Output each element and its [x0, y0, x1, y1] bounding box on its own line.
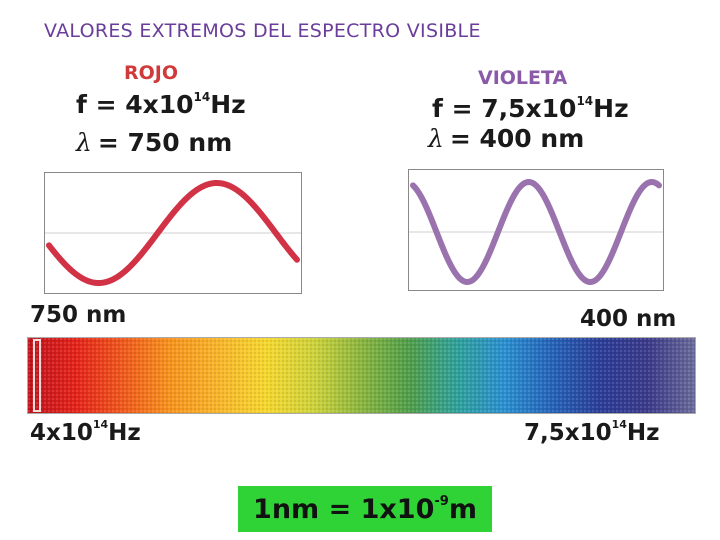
red-wave-panel [44, 172, 302, 294]
visible-spectrum-bar [27, 337, 696, 414]
red-wave-graphic [45, 179, 301, 287]
red-label: ROJO [124, 62, 179, 84]
nanometer-conversion-box: 1nm = 1x10-9m [238, 486, 492, 532]
nanometer-conversion: 1nm = 1x10-9m [253, 494, 477, 525]
red-frequency: f = 4x1014Hz [76, 90, 246, 119]
violet-frequency-prefix: f = 7,5x10 [432, 94, 577, 123]
right-frequency-prefix: 7,5x10 [524, 420, 612, 446]
page-title: VALORES EXTREMOS DEL ESPECTRO VISIBLE [44, 20, 481, 42]
violet-wave [410, 178, 662, 286]
lambda-symbol: λ [428, 124, 444, 153]
spectrum-left-wavelength: 750 nm [30, 302, 127, 328]
violet-wave-panel [408, 169, 664, 291]
left-frequency-prefix: 4x10 [30, 420, 93, 446]
violet-wavelength-value: = 400 nm [449, 124, 585, 153]
conversion-unit: m [448, 493, 477, 525]
red-frequency-prefix: f = 4x10 [76, 90, 194, 119]
red-frequency-unit: Hz [210, 90, 246, 119]
violet-label: VIOLETA [478, 67, 568, 89]
red-wavelength-value: = 750 nm [97, 128, 233, 157]
conversion-prefix: 1nm = 1x10 [253, 493, 435, 525]
spectrum-red-marker [33, 339, 41, 412]
violet-wavelength: λ = 400 nm [428, 124, 584, 153]
left-frequency-unit: Hz [108, 420, 141, 446]
spectrum-graphic [28, 338, 695, 413]
spectrum-texture [28, 338, 695, 413]
red-wavelength: λ = 750 nm [76, 128, 232, 157]
lambda-symbol: λ [76, 128, 92, 157]
spectrum-right-wavelength: 400 nm [580, 306, 677, 332]
right-frequency-exponent: 14 [611, 418, 627, 432]
spectrum-right-frequency: 7,5x1014Hz [524, 418, 660, 446]
violet-frequency: f = 7,5x1014Hz [432, 94, 629, 123]
violet-wave-graphic [409, 178, 663, 286]
red-wave [46, 179, 300, 287]
right-frequency-unit: Hz [626, 420, 660, 446]
spectrum-left-frequency: 4x1014Hz [30, 418, 141, 446]
red-frequency-exponent: 14 [193, 89, 211, 104]
violet-frequency-unit: Hz [593, 94, 629, 123]
conversion-exponent: -9 [434, 493, 449, 509]
left-frequency-exponent: 14 [92, 418, 109, 432]
violet-frequency-exponent: 14 [576, 93, 594, 108]
